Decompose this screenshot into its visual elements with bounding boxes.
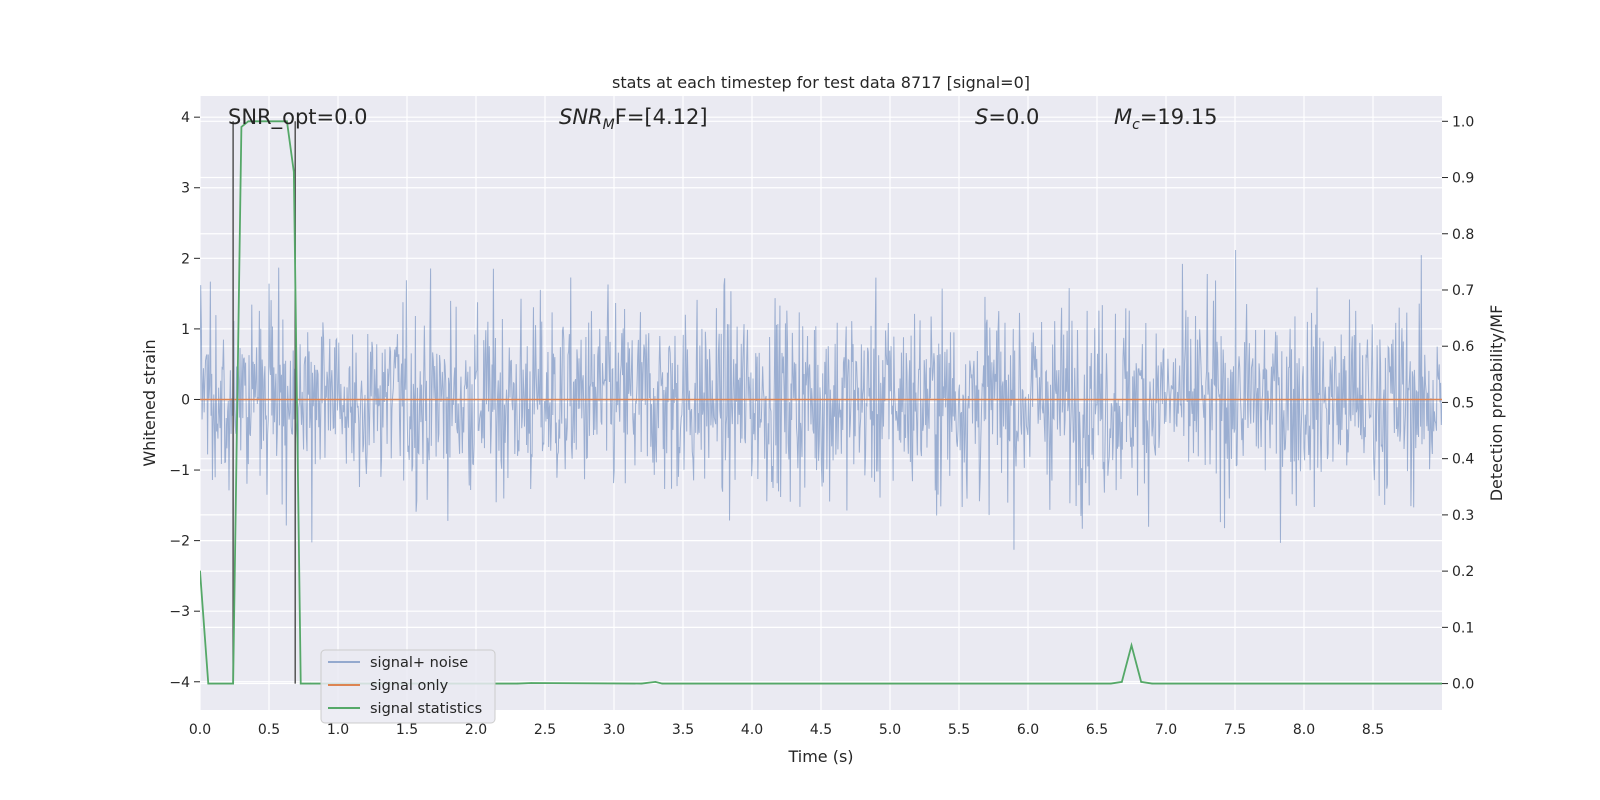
signal-statistics-point-3 — [232, 682, 234, 685]
series-layer — [200, 120, 1442, 685]
signal-statistics-point-7 — [268, 120, 270, 123]
y2-tick-label-6: 0.6 — [1452, 339, 1474, 355]
y-tick-label-3: −1 — [169, 463, 190, 479]
x-tick-label-11: 5.5 — [948, 722, 970, 738]
signal-statistics-point-22 — [1151, 682, 1153, 685]
y-tick-label-5: 1 — [181, 322, 190, 338]
x-tick-label-1: 0.5 — [258, 722, 280, 738]
annotation-mc-sub: c — [1132, 117, 1140, 133]
x-tick-label-12: 6.0 — [1017, 722, 1039, 738]
y-tick-label-0: −4 — [169, 675, 190, 691]
y2-tick-label-9: 0.9 — [1452, 171, 1474, 187]
x-tick-label-4: 2.0 — [465, 722, 487, 738]
annotation-snr-mf-value: F=[4.12] — [615, 105, 708, 129]
signal-statistics-point-23 — [1441, 682, 1442, 685]
signal-statistics-point-2 — [207, 682, 210, 685]
signal-statistics-point-20 — [1130, 644, 1133, 647]
signal-statistics-point-17 — [661, 682, 664, 685]
y-tick-label-2: −2 — [169, 534, 190, 550]
annotation-s-label: S — [975, 105, 988, 129]
signal-statistics-point-1 — [203, 626, 205, 629]
legend-label-signal-statistics: signal statistics — [370, 701, 482, 717]
y2-tick-label-1: 0.1 — [1452, 620, 1474, 636]
signal-statistics-point-8 — [282, 120, 284, 123]
y2-tick-label-5: 0.5 — [1452, 395, 1474, 411]
y-tick-label-4: 0 — [181, 392, 190, 408]
y2-tick-label-2: 0.2 — [1452, 564, 1474, 580]
y-tick-label-8: 4 — [181, 110, 190, 126]
signal-statistics-point-10 — [293, 171, 295, 173]
x-tick-label-2: 1.0 — [327, 722, 349, 738]
y2-tick-label-4: 0.4 — [1452, 452, 1474, 468]
ticks: 0.0 0.5 1.0 1.5 2.0 2.5 3.0 3.5 4.0 4.5 5.0 5.5 6.0 6… — [169, 110, 1474, 738]
x-tick-label-17: 8.5 — [1362, 722, 1384, 738]
chart-title: stats at each timestep for test data 871… — [612, 73, 1030, 92]
signal-statistics-point-14 — [530, 682, 532, 684]
y2-tick-label-0: 0.0 — [1452, 677, 1474, 693]
legend: signal+ noise signal only signal statist… — [320, 649, 496, 724]
signal-statistics-point-4 — [240, 126, 243, 128]
annotation-mc-label: M — [1114, 105, 1132, 129]
signal-statistics-point-18 — [1110, 682, 1112, 685]
y2-tick-label-8: 0.8 — [1452, 227, 1474, 243]
signal-statistics-point-11 — [299, 682, 302, 685]
annotation-mc-value: =19.15 — [1140, 105, 1218, 129]
y-tick-label-6: 2 — [181, 251, 190, 267]
x-tick-label-9: 4.5 — [810, 722, 832, 738]
signal-statistics-point-13 — [516, 682, 519, 685]
legend-label-signal-only: signal only — [370, 678, 449, 694]
annotation-snr-opt: SNR_opt=0.0 — [228, 105, 368, 130]
x-tick-label-5: 2.5 — [534, 722, 556, 738]
signal-statistics-point-5 — [247, 120, 250, 123]
signal-statistics-point-12 — [309, 682, 312, 685]
x-tick-label-15: 7.5 — [1224, 722, 1246, 738]
y2-tick-label-3: 0.3 — [1452, 508, 1474, 524]
signal-statistics-point-21 — [1140, 681, 1142, 683]
y-tick-label-1: −3 — [169, 604, 190, 620]
y2-axis-label: Detection probability/MF — [1487, 305, 1506, 502]
x-tick-label-6: 3.0 — [603, 722, 625, 738]
signal-statistics-point-15 — [640, 682, 643, 685]
x-tick-label-3: 1.5 — [396, 722, 418, 738]
legend-label-signal-noise: signal+ noise — [370, 655, 468, 671]
y2-tick-label-10: 1.0 — [1452, 114, 1474, 130]
signal-statistics-point-6 — [254, 120, 256, 123]
signal-statistics-point-16 — [654, 681, 657, 683]
signal-statistics-point-0 — [200, 570, 201, 572]
x-tick-label-10: 5.0 — [879, 722, 901, 738]
x-tick-label-7: 3.5 — [672, 722, 694, 738]
x-tick-label-13: 6.5 — [1086, 722, 1108, 738]
x-tick-label-16: 8.0 — [1293, 722, 1315, 738]
annotation-mc: Mc=19.15 — [1114, 105, 1218, 133]
legend-box — [320, 649, 496, 724]
annotation-s: S=0.0 — [975, 105, 1039, 129]
annotation-snr-mf-sub: M — [603, 117, 615, 133]
y-axis-label: Whitened strain — [140, 339, 159, 466]
annotation-s-value: =0.0 — [988, 105, 1039, 129]
x-tick-label-14: 7.0 — [1155, 722, 1177, 738]
x-tick-label-0: 0.0 — [189, 722, 211, 738]
x-axis-label: Time (s) — [787, 747, 853, 766]
annotation-snr-mf-label: SNR — [559, 105, 603, 129]
y2-tick-label-7: 0.7 — [1452, 283, 1474, 299]
series-signal-statistics-line — [200, 120, 1442, 685]
x-tick-label-8: 4.0 — [741, 722, 763, 738]
annotation-snr-mf: SNRMF=[4.12] — [559, 105, 708, 133]
y-tick-label-7: 3 — [181, 181, 190, 197]
signal-statistics-point-19 — [1121, 681, 1123, 683]
signal-statistics-point-9 — [286, 120, 288, 123]
